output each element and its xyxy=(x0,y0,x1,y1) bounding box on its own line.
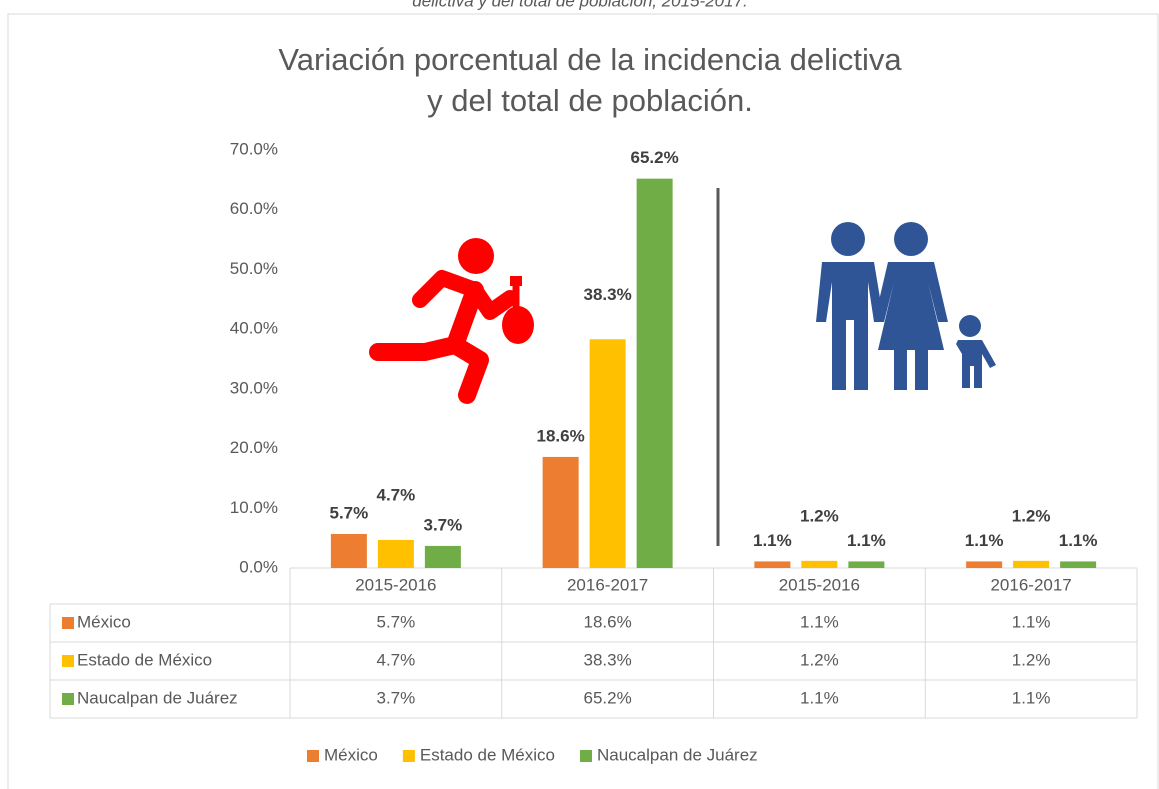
legend-key xyxy=(402,750,415,762)
data-label: 5.7% xyxy=(330,503,369,522)
y-tick-label: 0.0% xyxy=(239,557,278,576)
table-cell: 1.1% xyxy=(800,688,839,707)
x-tick-label: 2015-2016 xyxy=(779,575,860,594)
y-tick-label: 20.0% xyxy=(230,438,278,457)
robber-icon xyxy=(369,238,534,404)
y-tick-label: 40.0% xyxy=(230,319,278,338)
table-cell: 1.1% xyxy=(800,612,839,631)
table-row-label: Estado de México xyxy=(77,650,212,669)
data-label: 1.1% xyxy=(847,531,886,550)
y-tick-label: 50.0% xyxy=(230,259,278,278)
data-label: 1.1% xyxy=(1059,531,1098,550)
table-cell: 18.6% xyxy=(584,612,632,631)
bar xyxy=(542,456,579,568)
data-label: 18.6% xyxy=(537,426,585,445)
bar xyxy=(1060,561,1097,568)
bar xyxy=(966,561,1003,568)
table-cell: 1.2% xyxy=(1012,650,1051,669)
table-legend-key xyxy=(62,655,74,667)
table-cell: 4.7% xyxy=(377,650,416,669)
data-label: 4.7% xyxy=(377,485,416,504)
data-label: 65.2% xyxy=(631,148,679,167)
table-cell: 3.7% xyxy=(377,688,416,707)
legend-key xyxy=(580,750,592,762)
chart-title: y del total de población. xyxy=(427,83,753,118)
y-tick-label: 60.0% xyxy=(230,199,278,218)
data-label: 1.1% xyxy=(753,531,792,550)
legend-key xyxy=(307,750,319,762)
table-cell: 38.3% xyxy=(584,650,632,669)
x-tick-label: 2016-2017 xyxy=(567,575,648,594)
table-row-label: México xyxy=(77,612,131,631)
legend-label: México xyxy=(324,745,378,764)
bar xyxy=(589,339,626,568)
bar xyxy=(801,560,838,568)
chart-title: Variación porcentual de la incidencia de… xyxy=(278,42,902,77)
y-tick-label: 30.0% xyxy=(230,378,278,397)
caption: delictiva y del total de población, 2015… xyxy=(412,0,748,10)
chart-frame xyxy=(7,13,1159,789)
y-tick-label: 10.0% xyxy=(230,498,278,517)
table-legend-key xyxy=(62,617,74,629)
x-tick-label: 2016-2017 xyxy=(990,575,1071,594)
table-cell: 1.2% xyxy=(800,650,839,669)
table-cell: 1.1% xyxy=(1012,688,1051,707)
bar xyxy=(424,545,461,568)
data-label: 1.1% xyxy=(965,531,1004,550)
bar xyxy=(636,178,673,569)
bar xyxy=(848,561,885,568)
family-icon xyxy=(816,222,996,390)
bar xyxy=(1013,560,1050,568)
data-label: 1.2% xyxy=(800,506,839,525)
table-row-label: Naucalpan de Juárez xyxy=(77,688,238,707)
table-cell: 1.1% xyxy=(1012,612,1051,631)
bar xyxy=(377,539,414,568)
bar xyxy=(330,533,367,568)
y-tick-label: 70.0% xyxy=(230,139,278,158)
x-tick-label: 2015-2016 xyxy=(355,575,436,594)
table-cell: 65.2% xyxy=(584,688,632,707)
table-legend-key xyxy=(62,693,74,705)
data-label: 3.7% xyxy=(424,515,463,534)
data-label: 1.2% xyxy=(1012,506,1051,525)
data-label: 38.3% xyxy=(584,285,632,304)
legend-label: Naucalpan de Juárez xyxy=(597,745,758,764)
table-cell: 5.7% xyxy=(377,612,416,631)
legend-label: Estado de México xyxy=(420,745,555,764)
bar xyxy=(754,561,791,568)
